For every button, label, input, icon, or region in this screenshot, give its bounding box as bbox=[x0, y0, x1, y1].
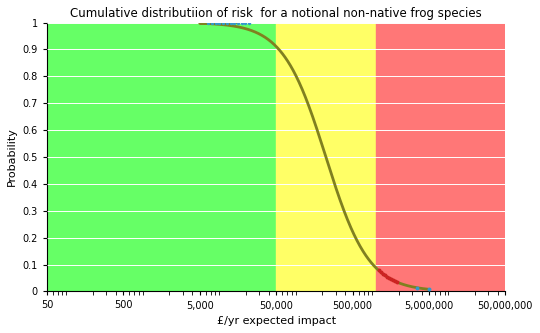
Point bbox=[233, 20, 242, 25]
Point bbox=[226, 20, 235, 25]
Point bbox=[241, 20, 249, 25]
Point bbox=[212, 20, 220, 25]
Title: Cumulative distributiion of risk  for a notional non-native frog species: Cumulative distributiion of risk for a n… bbox=[70, 7, 482, 20]
Point bbox=[219, 20, 227, 25]
Point bbox=[237, 20, 246, 25]
Point bbox=[388, 277, 397, 283]
Bar bbox=[47, 23, 276, 291]
Point bbox=[376, 270, 385, 275]
Point bbox=[390, 278, 399, 284]
Point bbox=[245, 20, 253, 25]
Point bbox=[382, 274, 391, 279]
Point bbox=[204, 20, 213, 25]
Bar bbox=[276, 23, 375, 291]
Point bbox=[208, 20, 217, 25]
Point bbox=[215, 20, 224, 25]
Point bbox=[393, 279, 401, 285]
Point bbox=[222, 20, 231, 25]
Point bbox=[384, 275, 393, 281]
X-axis label: £/yr expected impact: £/yr expected impact bbox=[217, 316, 336, 326]
Point bbox=[424, 287, 433, 292]
Point bbox=[381, 273, 389, 278]
Point bbox=[374, 268, 383, 273]
Point bbox=[230, 20, 239, 25]
Point bbox=[379, 271, 387, 276]
Y-axis label: Probability: Probability bbox=[7, 128, 17, 186]
Point bbox=[413, 285, 421, 290]
Point bbox=[387, 276, 395, 282]
